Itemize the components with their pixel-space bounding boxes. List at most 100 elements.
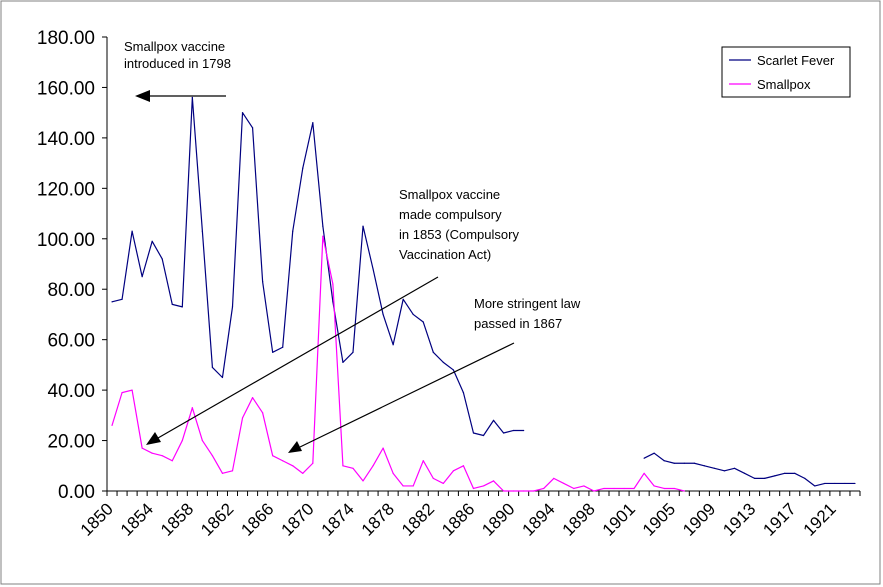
data-point bbox=[221, 376, 224, 379]
data-point bbox=[784, 472, 786, 474]
data-point bbox=[201, 439, 203, 442]
data-point bbox=[231, 306, 234, 308]
y-tick-label: 20.00 bbox=[47, 432, 95, 453]
data-point bbox=[372, 465, 374, 467]
data-point bbox=[442, 482, 444, 485]
data-point bbox=[663, 460, 665, 462]
data-point bbox=[723, 470, 726, 472]
legend-box bbox=[721, 46, 851, 98]
series-line-segment bbox=[111, 235, 685, 492]
annotation-line: More stringent law bbox=[474, 296, 581, 311]
data-point bbox=[814, 485, 816, 487]
data-point bbox=[653, 485, 655, 487]
data-point bbox=[462, 392, 465, 394]
data-point bbox=[392, 344, 394, 346]
data-point bbox=[432, 477, 434, 479]
annotation-vaccine-1798: Smallpox vaccine introduced in 1798 bbox=[124, 39, 231, 71]
data-point bbox=[161, 455, 163, 457]
y-tick-label: 100.00 bbox=[37, 230, 95, 251]
data-point bbox=[502, 490, 505, 492]
data-point bbox=[251, 127, 254, 129]
annotation-line: in 1853 (Compulsory bbox=[399, 227, 519, 242]
y-tick-label: 160.00 bbox=[37, 78, 95, 99]
data-point bbox=[733, 467, 736, 469]
y-tick-label: 60.00 bbox=[47, 331, 95, 352]
data-point bbox=[613, 487, 615, 490]
data-point bbox=[322, 225, 324, 227]
data-point bbox=[362, 225, 364, 227]
data-point bbox=[352, 467, 354, 469]
data-point bbox=[523, 429, 525, 432]
data-point bbox=[583, 485, 585, 487]
annotation-line: Smallpox vaccine bbox=[124, 39, 225, 54]
data-point bbox=[693, 462, 695, 464]
data-point bbox=[462, 465, 465, 467]
data-point bbox=[663, 487, 665, 490]
data-point bbox=[171, 303, 173, 305]
data-point bbox=[653, 452, 655, 454]
data-point bbox=[141, 447, 143, 449]
data-point bbox=[573, 487, 575, 490]
data-point bbox=[643, 472, 645, 474]
data-point bbox=[432, 351, 434, 353]
data-point bbox=[502, 432, 505, 434]
data-point bbox=[131, 230, 133, 232]
y-tick-label: 140.00 bbox=[37, 129, 95, 150]
annotation-law-1867: More stringent law passed in 1867 bbox=[474, 296, 584, 331]
data-point bbox=[392, 472, 394, 474]
y-tick-label: 120.00 bbox=[37, 179, 95, 200]
data-point bbox=[452, 470, 454, 472]
data-point bbox=[673, 487, 675, 490]
data-point bbox=[492, 419, 495, 421]
y-tick-label: 180.00 bbox=[37, 28, 95, 49]
annotation-arrows bbox=[135, 90, 515, 453]
data-point bbox=[131, 389, 133, 391]
data-point bbox=[372, 268, 374, 270]
data-point bbox=[774, 475, 776, 477]
data-point bbox=[282, 460, 284, 462]
data-point bbox=[191, 96, 193, 99]
data-point bbox=[633, 487, 635, 490]
data-point bbox=[643, 457, 645, 459]
data-point bbox=[482, 434, 485, 437]
data-point bbox=[342, 465, 344, 467]
data-point bbox=[442, 361, 444, 363]
data-point bbox=[472, 432, 475, 434]
series-layer bbox=[111, 96, 856, 492]
data-point bbox=[211, 455, 214, 457]
data-point bbox=[322, 235, 324, 237]
data-point bbox=[844, 482, 846, 485]
y-tick-label: 0.00 bbox=[58, 482, 95, 503]
data-point bbox=[533, 490, 535, 492]
data-point bbox=[262, 412, 264, 414]
data-point bbox=[492, 480, 495, 482]
data-point bbox=[513, 490, 515, 492]
arrow-1798-head bbox=[135, 90, 150, 102]
data-point bbox=[151, 240, 153, 242]
data-point bbox=[412, 485, 414, 487]
data-point bbox=[352, 351, 354, 353]
arrow-1867-head bbox=[288, 441, 302, 453]
annotation-line: Smallpox vaccine bbox=[399, 187, 500, 202]
data-point bbox=[834, 482, 836, 485]
data-point bbox=[543, 487, 545, 490]
data-point bbox=[151, 452, 153, 454]
data-point bbox=[764, 477, 766, 479]
series-scarlet-fever bbox=[111, 96, 856, 487]
data-point bbox=[422, 460, 424, 462]
data-point bbox=[623, 487, 625, 490]
data-point bbox=[412, 313, 414, 316]
data-point bbox=[111, 424, 113, 427]
data-point bbox=[824, 482, 826, 485]
data-point bbox=[292, 230, 294, 232]
data-point bbox=[513, 429, 515, 432]
data-point bbox=[111, 301, 113, 303]
data-point bbox=[362, 480, 364, 482]
data-point bbox=[553, 477, 555, 479]
data-point bbox=[753, 477, 756, 479]
data-point bbox=[171, 460, 173, 462]
legend: Scarlet Fever Smallpox bbox=[721, 46, 851, 98]
data-point bbox=[854, 482, 856, 485]
